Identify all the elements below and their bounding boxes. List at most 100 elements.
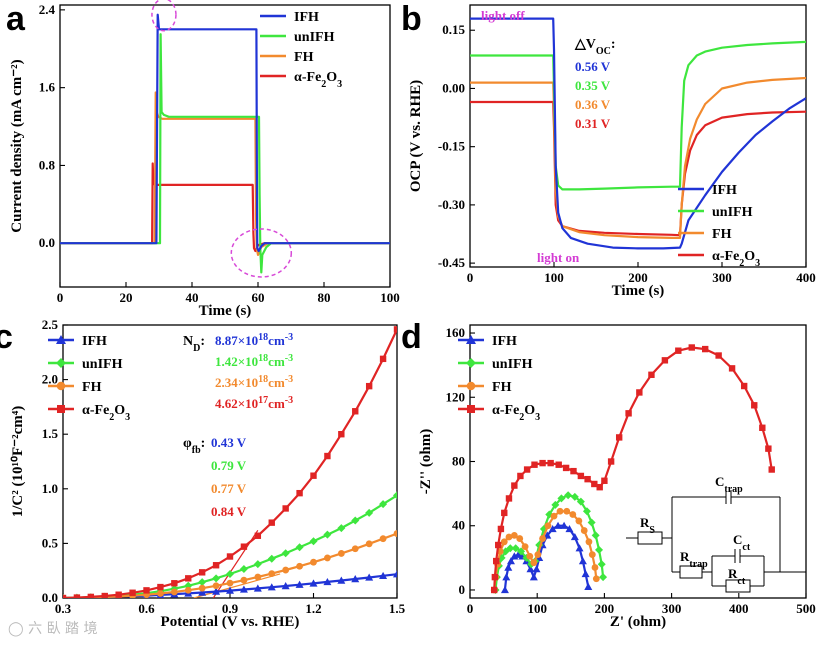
data-point [338,431,345,438]
series-line-0 [470,17,806,250]
y-tick-label: 0.0 [42,590,58,605]
data-point [506,544,515,553]
x-tick-label: 0.6 [138,601,155,616]
legend-label: FH [712,227,732,242]
data-point [585,538,593,546]
series-line-3 [60,162,390,253]
data-point [295,580,304,588]
data-point [576,497,585,506]
circuit-label-ctrap: Ctrap [715,474,743,495]
legend-label: FH [492,380,512,395]
data-point [591,480,598,488]
y-tick-label: -0.45 [438,255,466,270]
data-point [557,494,566,503]
data-point [281,549,290,558]
x-tick-label: 40 [186,290,199,305]
data-point [379,355,387,363]
legend-label: α-Fe2O3 [712,249,760,269]
data-point [529,573,538,581]
x-tick-label: 300 [712,270,732,285]
x-tick-label: 100 [380,290,400,305]
data-point [570,532,579,541]
data-point [212,587,221,595]
x-axis-label: Z' (ohm) [610,614,666,630]
data-point [715,352,722,359]
data-point [521,543,529,551]
legend-marker [56,358,66,368]
data-point [570,492,579,501]
data-point [337,576,346,584]
x-tick-label: 500 [796,601,816,616]
data-point [240,543,248,550]
data-point [63,594,67,598]
nd-value: 1.42×1018cm-3 [215,353,293,370]
legend-label: unIFH [492,357,533,372]
data-point [490,586,498,594]
legend-item: IFH [678,183,737,198]
data-point [539,535,546,542]
y-axis-label: -Z'' (ohm) [418,429,434,494]
data-point [502,573,511,581]
phi-fb-value: 0.79 V [211,458,247,473]
plot-area [470,17,806,250]
fit-line [193,573,281,598]
data-point [500,585,509,594]
phi-fb-value: 0.77 V [211,481,247,496]
data-point [493,557,500,565]
data-point [310,558,317,566]
x-tick-label: 0 [467,601,474,616]
panel-letter-b: b [401,0,422,38]
x-tick-label: 300 [662,601,682,616]
x-tick-label: 60 [252,290,265,305]
y-tick-label: -0.15 [438,139,466,154]
legend-marker [467,405,475,413]
data-point [544,522,552,530]
data-point [569,511,577,518]
data-point [282,505,289,512]
x-tick-label: 100 [527,601,547,616]
y-tick-label: 80 [452,454,465,469]
x-axis-label: Time (s) [612,283,665,299]
legend-label: FH [294,50,314,65]
y-tick-label: 1.5 [42,426,59,441]
data-point [500,538,508,546]
light-on-label: light on [537,250,580,265]
data-point [728,365,736,372]
data-point [310,472,317,479]
data-point [570,467,577,475]
data-point [254,573,262,581]
data-point [170,588,178,596]
x-tick-label: 200 [595,601,615,616]
x-tick-label: 100 [544,270,564,285]
highlight-circle [230,228,293,278]
data-point [555,461,562,468]
data-point [548,524,557,533]
legend-label: α-Fe2O3 [492,403,540,423]
legend-item: unIFH [260,30,335,45]
data-point [768,466,775,473]
y-tick-label: 120 [446,389,466,404]
data-point [239,585,248,593]
data-point [296,489,303,497]
legend-label: α-Fe2O3 [82,403,130,423]
data-point [702,345,709,353]
data-point [740,382,748,390]
data-point [295,543,304,552]
legend-item: FH [260,50,314,65]
panel-a: 0 20 40 60 80 100 0.0 0.8 1.6 2.4 Time (s) Current … [6,0,400,319]
circuit-label-cct: Cct [733,532,751,553]
data-point [379,500,388,509]
y-tick-label: 0.8 [39,157,56,172]
data-point [551,500,560,509]
legend-label: IFH [492,334,517,349]
data-point [129,589,136,596]
circuit-label-rtrap: Rtrap [680,549,708,570]
x-tick-label: 0.9 [222,601,239,616]
data-point [157,583,164,591]
legend-label: FH [82,380,102,395]
panel-d: 0 100 200 300 400 500 0 40 80 120 160 Z' (ohm) -Z'' … [401,318,816,630]
y-tick-label: 1.0 [42,481,58,496]
highlight-circle [151,0,177,32]
data-point [226,569,234,578]
x-tick-label: 80 [318,290,331,305]
